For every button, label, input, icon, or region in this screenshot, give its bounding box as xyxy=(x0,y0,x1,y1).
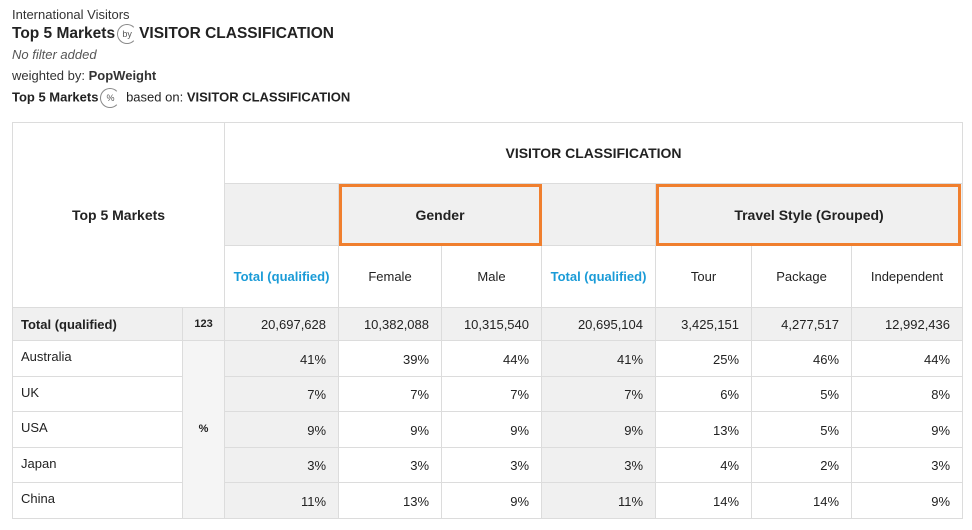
value-cell: 44% xyxy=(851,340,964,377)
base-cell: 123 xyxy=(181,307,226,341)
data-row: USA 9% 9% 9% 9% 13% 5% 9% xyxy=(12,411,964,448)
total-cell: 12,992,436 xyxy=(851,307,964,341)
empty-cell xyxy=(541,183,657,246)
column-header: Tour xyxy=(655,245,753,308)
value-cell: 5% xyxy=(751,411,853,448)
data-row: China 11% 13% 9% 11% 14% 14% 9% xyxy=(12,482,964,519)
total-cell: 4,277,517 xyxy=(751,307,853,341)
group-header: Travel Style (Grouped) xyxy=(655,183,964,246)
column-header: Package xyxy=(751,245,853,308)
filter: No filter added xyxy=(12,47,97,62)
banner: VISITOR CLASSIFICATION xyxy=(224,122,964,184)
base: Top 5 Markets% based on: VISITOR CLASSIF… xyxy=(12,88,350,108)
weight-value: PopWeight xyxy=(88,68,157,83)
total-cell: 3,425,151 xyxy=(655,307,753,341)
base-row: Top 5 Markets xyxy=(12,89,99,105)
total-row: Total (qualified) 123 20,697,628 10,382,088… xyxy=(12,307,964,341)
value-cell: 39% xyxy=(338,340,443,377)
value-cell: 2% xyxy=(751,446,853,483)
table-body: Top 5 Markets VISITOR CLASSIFICATION Gen… xyxy=(11,122,964,519)
row-label: Japan xyxy=(12,446,183,483)
crosstab: Top 5 Markets VISITOR CLASSIFICATION Gen… xyxy=(11,122,964,519)
value-cell: 9% xyxy=(224,411,340,448)
data-row: Japan 3% 3% 3% 3% 4% 2% 3% xyxy=(12,446,964,483)
empty-cell xyxy=(224,183,340,246)
value-cell: 14% xyxy=(655,482,753,519)
data-row: UK 7% 7% 7% 7% 6% 5% 8% xyxy=(12,375,964,412)
value-cell: 46% xyxy=(751,340,853,377)
value-cell: 9% xyxy=(851,411,964,448)
value-cell: 3% xyxy=(224,446,340,483)
row-label: China xyxy=(12,482,183,519)
total-cell: 20,695,104 xyxy=(541,307,657,341)
base-col: VISITOR CLASSIFICATION xyxy=(186,89,351,105)
column-header: Total (qualified) xyxy=(541,245,657,308)
column-header: Male xyxy=(441,245,543,308)
column-header: Independent xyxy=(851,245,964,308)
weight: weighted by: PopWeight xyxy=(12,68,156,83)
value-cell: 13% xyxy=(655,411,753,448)
title-row: Top 5 Markets xyxy=(12,25,116,43)
value-cell: 13% xyxy=(338,482,443,519)
value-cell: 11% xyxy=(224,482,340,519)
value-cell: 3% xyxy=(338,446,443,483)
group-header: Gender xyxy=(338,183,543,246)
title-col: VISITOR CLASSIFICATION xyxy=(139,25,334,43)
value-cell: 7% xyxy=(441,375,543,412)
stat-cell: % xyxy=(181,340,226,519)
column-header: Total (qualified) xyxy=(224,245,340,308)
source: International Visitors xyxy=(12,7,130,22)
value-cell: 14% xyxy=(751,482,853,519)
value-cell: 7% xyxy=(541,375,657,412)
weight-label: weighted by: xyxy=(12,68,85,83)
value-cell: 5% xyxy=(751,375,853,412)
by-icon: by xyxy=(117,24,138,44)
value-cell: 44% xyxy=(441,340,543,377)
base-label: based on: xyxy=(126,89,184,105)
value-cell: 25% xyxy=(655,340,753,377)
row-label: USA xyxy=(12,411,183,448)
percent-icon: % xyxy=(100,88,121,108)
value-cell: 9% xyxy=(338,411,443,448)
value-cell: 41% xyxy=(541,340,657,377)
title: Top 5 Markets by VISITOR CLASSIFICATION xyxy=(12,24,334,44)
value-cell: 3% xyxy=(441,446,543,483)
value-cell: 8% xyxy=(851,375,964,412)
value-cell: 3% xyxy=(851,446,964,483)
column-header: Female xyxy=(338,245,443,308)
value-cell: 7% xyxy=(224,375,340,412)
value-cell: 11% xyxy=(541,482,657,519)
value-cell: 9% xyxy=(541,411,657,448)
value-cell: 3% xyxy=(541,446,657,483)
value-cell: 6% xyxy=(655,375,753,412)
value-cell: 41% xyxy=(224,340,340,377)
value-cell: 7% xyxy=(338,375,443,412)
value-cell: 4% xyxy=(655,446,753,483)
data-row: Australia% 41% 39% 44% 41% 25% 46% 44% xyxy=(12,340,964,519)
total-cell: 20,697,628 xyxy=(224,307,340,341)
corner: Top 5 Markets xyxy=(11,122,226,308)
value-cell: 9% xyxy=(441,482,543,519)
column-row: Total (qualified) Female Male Total (qualif… xyxy=(13,245,964,308)
total-cell: 10,315,540 xyxy=(441,307,543,341)
header-row: Top 5 Markets VISITOR CLASSIFICATION xyxy=(11,122,964,308)
value-cell: 9% xyxy=(851,482,964,519)
row-label: Total (qualified) xyxy=(12,307,183,341)
total-cell: 10,382,088 xyxy=(338,307,443,341)
row-label: UK xyxy=(12,375,183,412)
row-label: Australia xyxy=(12,340,183,377)
value-cell: 9% xyxy=(441,411,543,448)
group-row: Gender Travel Style (Grouped) xyxy=(13,183,964,246)
